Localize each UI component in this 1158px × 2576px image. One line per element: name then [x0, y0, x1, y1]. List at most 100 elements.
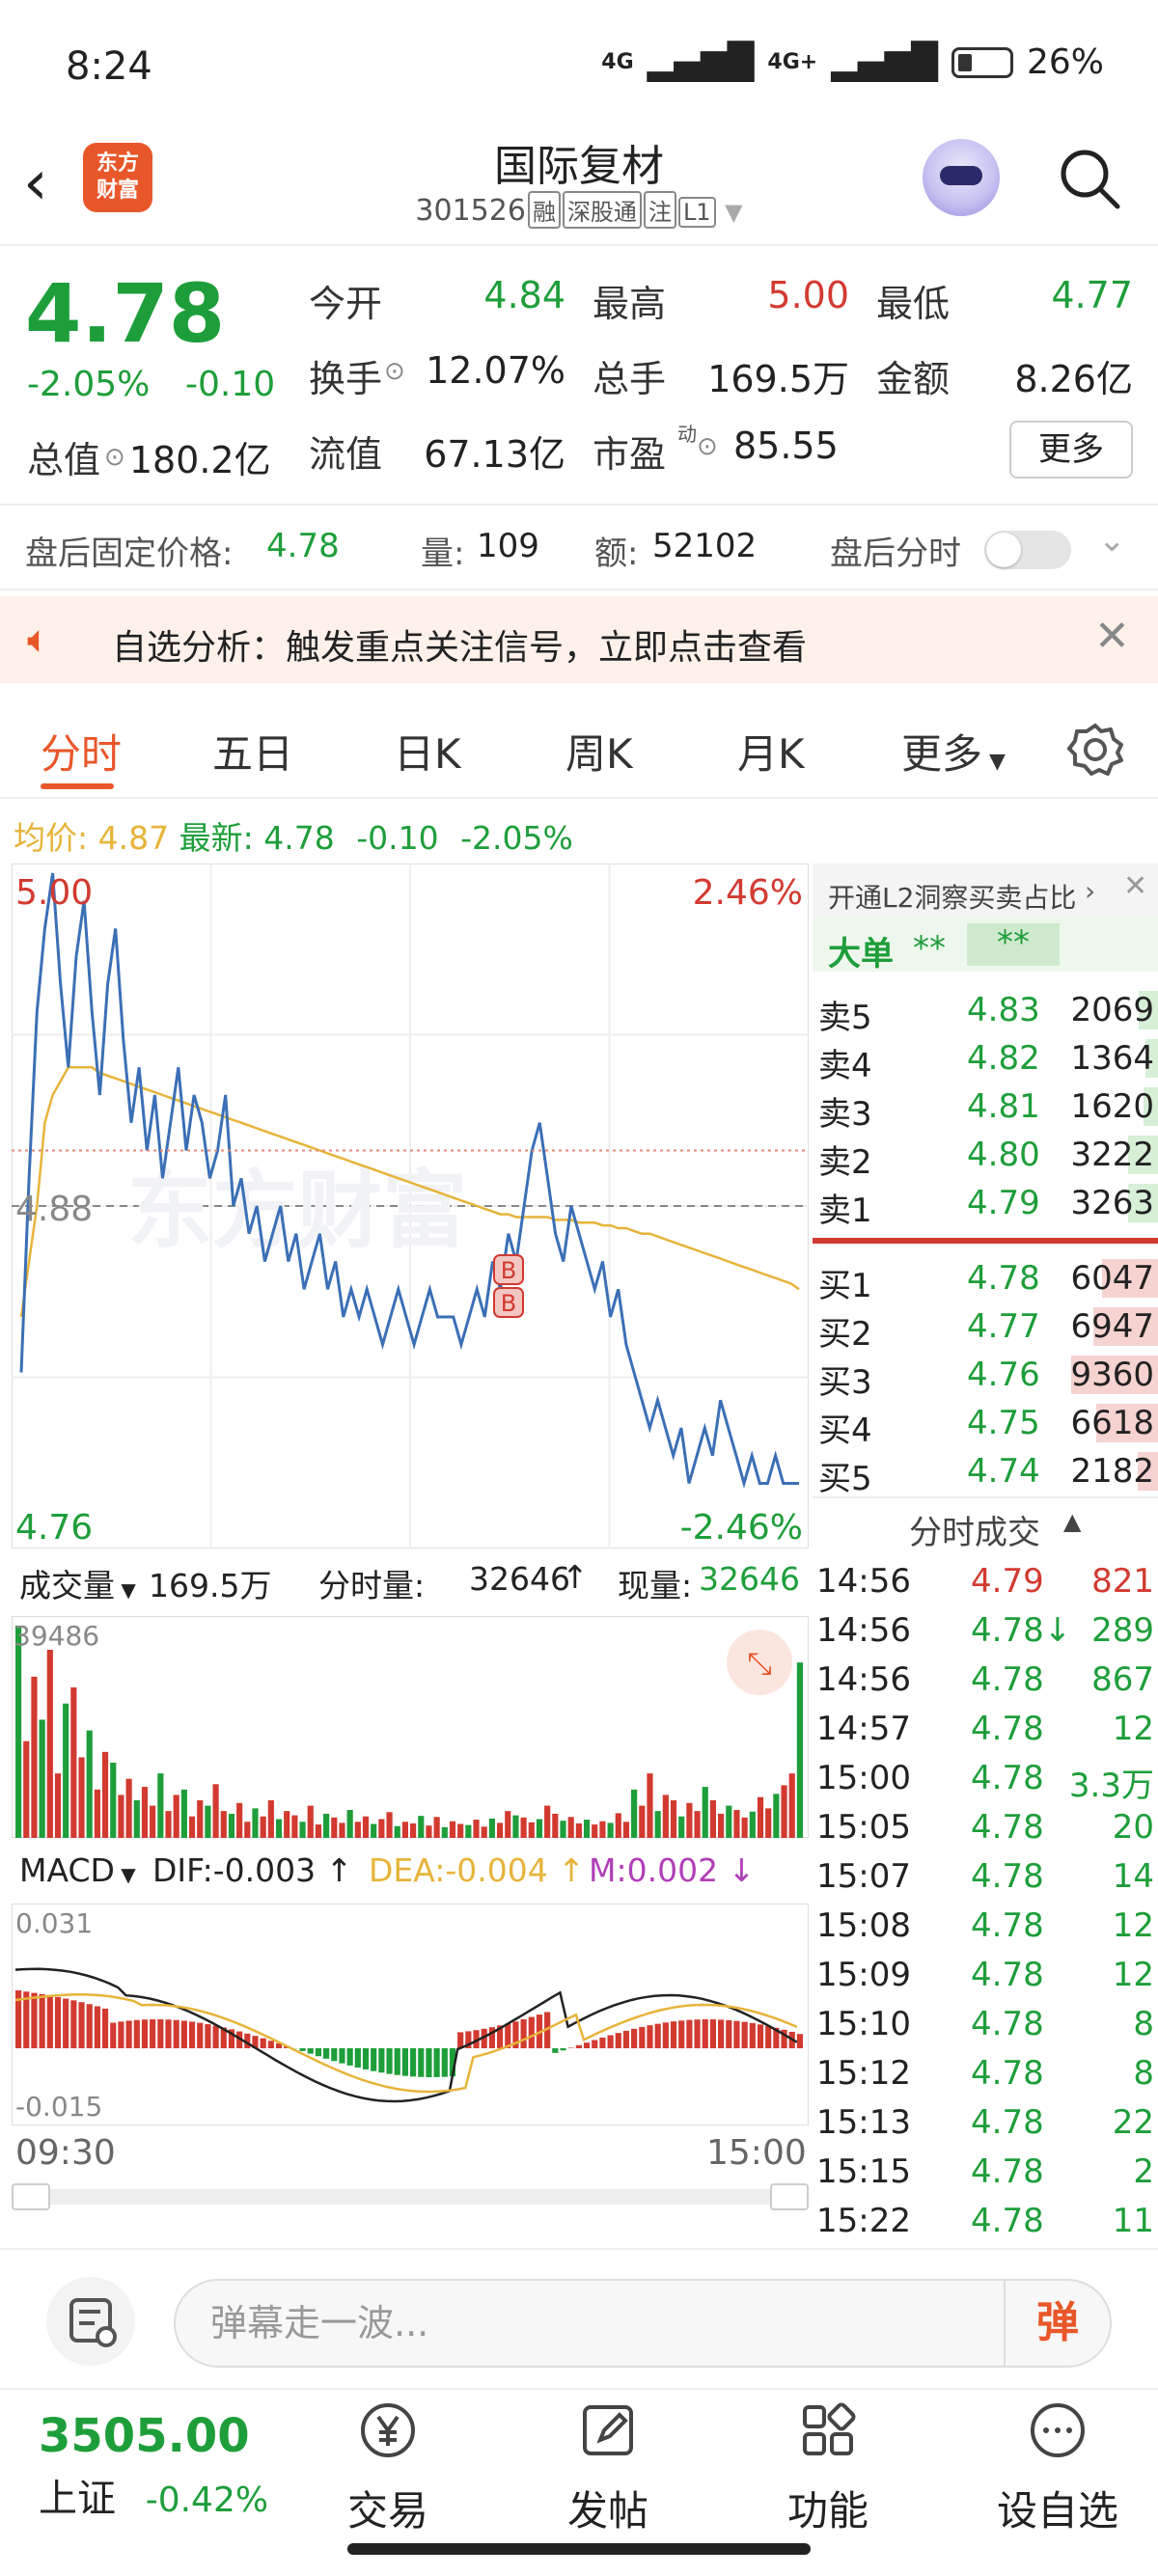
nav-functions[interactable]: 功能 [751, 2399, 905, 2537]
tab-daily-k[interactable]: 日K [394, 730, 461, 778]
volume-bar [275, 1819, 283, 1838]
home-indicator[interactable] [347, 2543, 811, 2555]
bid-row[interactable]: 买5 4.74 2182 [813, 1446, 1158, 1498]
close-icon[interactable]: ✕ [1094, 612, 1130, 661]
chevron-down-icon-2[interactable]: ⌄ [1098, 521, 1126, 560]
expand-icon[interactable]: ⤡ [747, 1645, 772, 1682]
danmu-input[interactable]: 弹幕走一波... [174, 2279, 1112, 2368]
volume-bar [101, 1751, 109, 1838]
scroll-handle-right[interactable] [770, 2183, 809, 2210]
bid-volume-bar [1096, 1404, 1158, 1442]
volume-bar [544, 1805, 551, 1838]
scroll-handle-left[interactable] [12, 2183, 50, 2210]
ask-volume: 1620 [1070, 1087, 1154, 1126]
bid-row[interactable]: 买2 4.77 6947 [813, 1302, 1158, 1354]
signal-4gplus-icon: 4G+ [767, 50, 818, 74]
volume-chart[interactable]: 39486 ⤡ [12, 1616, 809, 1838]
macd-header: MACD ▼ DIF:-0.003 ↑ DEA:-0.004 ↑ M:0.002… [12, 1846, 809, 1894]
nav-trade[interactable]: 交易 [311, 2399, 465, 2537]
chart-scrollbar[interactable] [12, 2183, 809, 2210]
macd-bar [733, 2020, 740, 2048]
index-ticker[interactable]: 3505.00 上证 -0.42% [39, 2409, 290, 2523]
avg-price: 4.87 [97, 819, 170, 857]
volume-bar [346, 1810, 353, 1838]
bid-level: 买3 [818, 1363, 872, 1402]
trades-header[interactable]: 分时成交 ▲ [813, 1496, 1158, 1552]
app-logo[interactable]: 东方 财富 [83, 143, 152, 212]
tag-level[interactable]: L1 [677, 197, 716, 228]
bid-row[interactable]: 买3 4.76 9360 [813, 1350, 1158, 1402]
macd-bar [125, 2020, 132, 2048]
volume-bar [599, 1821, 606, 1838]
volume-selector[interactable]: 成交量 ▼ [19, 1567, 136, 1604]
bid-row[interactable]: 买1 4.78 6047 [813, 1253, 1158, 1305]
back-button[interactable]: ‹ [23, 148, 48, 219]
chart-area[interactable]: 东方财富 5.00 4.76 4.88 2.46% -2.46% B B 成交量… [12, 863, 809, 2210]
current-price: 4.78 [25, 266, 226, 361]
volume-bar [781, 1785, 787, 1838]
comment-list-icon[interactable] [46, 2277, 135, 2366]
macd-bar [639, 2026, 646, 2048]
trade-time: 15:22 [816, 2202, 911, 2240]
float-cap-value: 67.13亿 [424, 433, 565, 476]
macd-bar [512, 2021, 519, 2048]
y-max-label: 5.00 [15, 873, 93, 913]
bid-price: 4.76 [967, 1356, 1040, 1394]
volume-bar [284, 1811, 290, 1838]
price-chart[interactable]: 东方财富 5.00 4.76 4.88 2.46% -2.46% B B [12, 863, 809, 1548]
danmu-send-button[interactable]: 弹 [1004, 2281, 1110, 2366]
ask-row[interactable]: 卖4 4.82 1364 [813, 1033, 1158, 1085]
volume-bar [252, 1808, 259, 1838]
trade-row: 15:07 4.78 14 [813, 1851, 1158, 1901]
macd-chart[interactable]: 0.031 -0.015 [12, 1904, 809, 2125]
macd-selector[interactable]: MACD ▼ [19, 1851, 136, 1889]
tab-weekly-k[interactable]: 周K [565, 730, 633, 778]
macd-bar [228, 2029, 235, 2048]
buy-marker-group[interactable]: B B [493, 1254, 524, 1318]
macd-bar [583, 2042, 591, 2048]
macd-dea: DEA:-0.004 ↑ [369, 1851, 585, 1889]
analysis-notice[interactable]: 🔈︎ 自选分析：触发重点关注信号，立即点击查看 ✕ [0, 596, 1158, 683]
ask-row[interactable]: 卖1 4.79 3263 [813, 1178, 1158, 1230]
chevron-down-icon[interactable]: ▼ [725, 199, 743, 226]
ask-volume: 3222 [1070, 1136, 1154, 1174]
tab-monthly-k[interactable]: 月K [737, 730, 805, 778]
nav-add-watchlist[interactable]: 设自选 [971, 2399, 1144, 2537]
bid-row[interactable]: 买4 4.75 6618 [813, 1398, 1158, 1450]
volume-bar [157, 1773, 164, 1838]
more-button[interactable]: 更多 [1009, 421, 1133, 479]
volume-bar [622, 1822, 630, 1838]
nav-post[interactable]: 发帖 [531, 2399, 685, 2537]
volume-bar [528, 1822, 535, 1838]
gear-icon[interactable] [1067, 722, 1123, 778]
tab-five-day[interactable]: 五日 [212, 730, 294, 778]
ask-row[interactable]: 卖2 4.80 3222 [813, 1130, 1158, 1182]
macd-bar [528, 2016, 535, 2048]
volume-bar [63, 1703, 69, 1838]
notice-text[interactable]: 自选分析：触发重点关注信号，立即点击查看 [112, 628, 808, 668]
info-icon-2[interactable]: ⊙ [104, 442, 125, 472]
robot-assistant-icon[interactable] [923, 139, 1000, 216]
trade-volume: 8 [1133, 2054, 1154, 2093]
ask-level: 卖4 [818, 1047, 872, 1085]
low-value: 4.77 [1051, 274, 1133, 316]
trade-price: 4.78 [971, 2054, 1044, 2093]
search-icon[interactable] [1058, 147, 1121, 210]
after-hours-toggle[interactable] [984, 531, 1071, 569]
l2-promo[interactable]: 开通L2洞察买卖占比 › ✕ [813, 863, 1158, 918]
info-icon-3[interactable]: ⊙ [697, 432, 718, 461]
ask-row[interactable]: 卖3 4.81 1620 [813, 1082, 1158, 1134]
close-icon-2[interactable]: ✕ [1123, 869, 1148, 903]
volume-bar [39, 1719, 45, 1838]
volume-bar [354, 1822, 361, 1838]
macd-bar [173, 2019, 179, 2048]
ask-row[interactable]: 卖5 4.83 2069 [813, 985, 1158, 1037]
trade-row: 15:09 4.78 12 [813, 1950, 1158, 1999]
tab-more[interactable]: 更多 ▼ [901, 730, 1006, 778]
macd-bar [15, 1990, 22, 2048]
info-icon[interactable]: ⊙ [384, 357, 405, 386]
trade-volume: 14 [1112, 1857, 1154, 1896]
volume-bar [496, 1822, 504, 1838]
tab-timeshare[interactable]: 分时 [41, 730, 123, 778]
volume-bar [220, 1811, 227, 1838]
